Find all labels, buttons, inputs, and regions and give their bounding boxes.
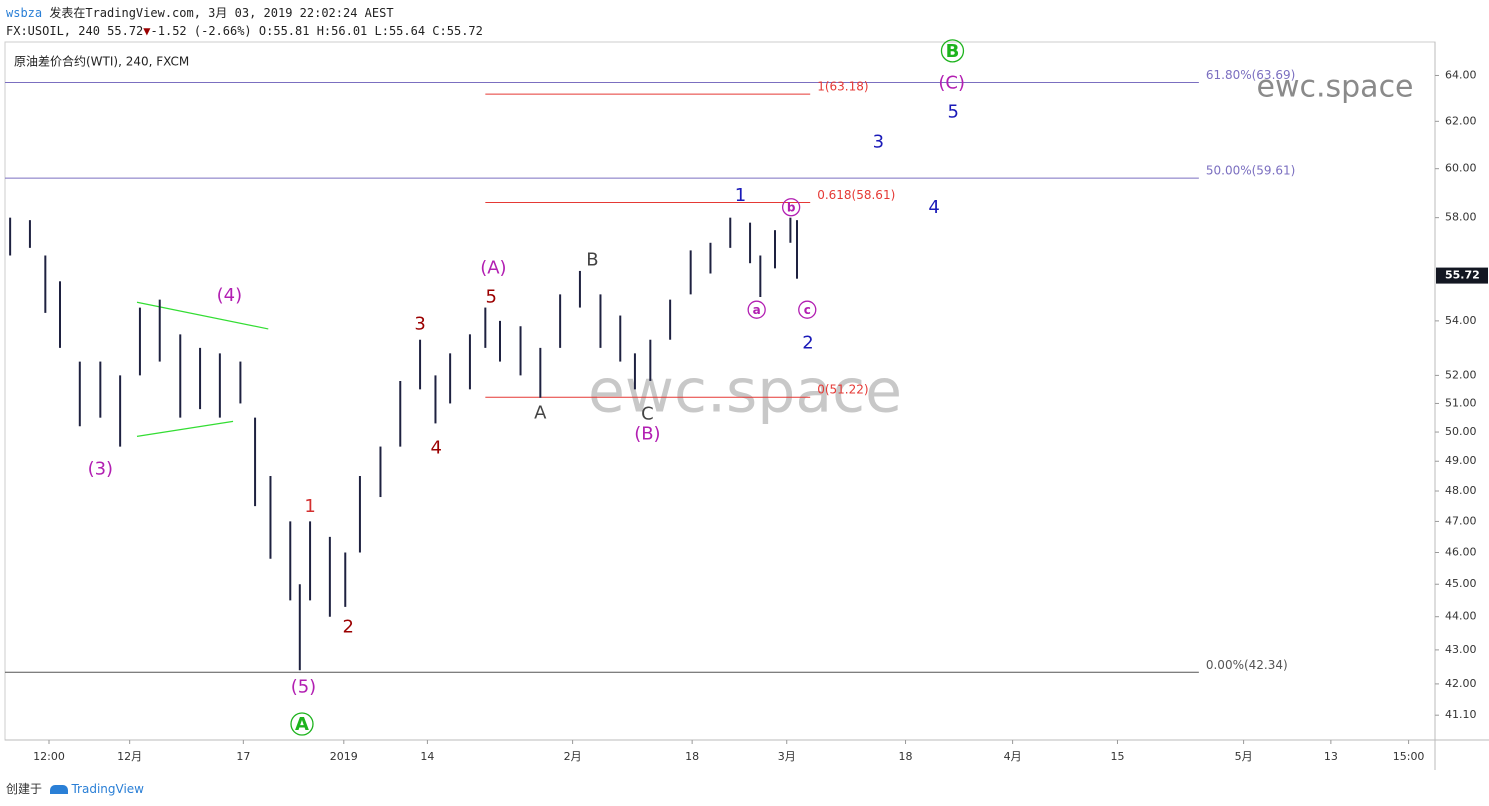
price: 55.72 — [107, 24, 144, 38]
y-tick-label: 43.00 — [1445, 643, 1477, 656]
y-tick-label: 47.00 — [1445, 514, 1477, 527]
x-tick-label: 3月 — [778, 750, 796, 763]
last-price-label: 55.72 — [1445, 269, 1480, 282]
x-tick-label: 2019 — [330, 750, 358, 763]
wave-label: a — [753, 303, 761, 317]
header-line: FX:USOIL, 240 55.72▼-1.52 (-2.66%) O:55.… — [6, 22, 483, 40]
level-label: 0.618(58.61) — [817, 188, 895, 202]
level-label: 1(63.18) — [817, 80, 868, 94]
level-label: 0(51.22) — [817, 383, 868, 397]
y-tick-label: 49.00 — [1445, 454, 1477, 467]
wave-label: 2 — [802, 333, 813, 354]
brand: TradingView — [71, 782, 144, 796]
x-tick-label: 18 — [685, 750, 699, 763]
wave-label: 3 — [414, 314, 425, 335]
x-tick-label: 17 — [236, 750, 250, 763]
y-tick-label: 64.00 — [1445, 68, 1477, 81]
wave-label: (5) — [291, 676, 317, 697]
created: 创建于 — [6, 782, 43, 796]
level-label: 61.80%(63.69) — [1206, 68, 1295, 82]
footer: 创建于 TradingView — [6, 780, 144, 797]
wave-label: (4) — [217, 285, 243, 306]
y-tick-label: 62.00 — [1445, 114, 1477, 127]
wave-label: B — [946, 41, 960, 62]
y-tick-label: 50.00 — [1445, 425, 1477, 438]
level-label: 50.00%(59.61) — [1206, 164, 1295, 178]
x-tick-label: 4月 — [1004, 750, 1022, 763]
author: wsbza — [6, 6, 43, 20]
logo — [49, 785, 68, 794]
watermark: ewc.space — [588, 357, 902, 427]
chart: 原油差价合约(WTI), 240, FXCM ewc.space ewc.spac… — [4, 39, 1489, 770]
y-tick-label: 42.00 — [1445, 677, 1477, 690]
wave-label: (3) — [88, 458, 114, 479]
annotation-circle — [940, 39, 965, 63]
y-tick-label: 58.00 — [1445, 211, 1477, 224]
x-tick-label: 12:00 — [33, 750, 65, 763]
x-tick-label: 12月 — [117, 750, 142, 763]
y-tick-label: 52.00 — [1445, 368, 1477, 381]
wave-label: c — [804, 303, 811, 317]
level-label: 0.00%(42.34) — [1206, 658, 1288, 672]
wave-label: (A) — [480, 258, 506, 279]
wave-label: 3 — [873, 131, 884, 152]
change: -1.52 (-2.66%) — [150, 24, 252, 38]
wave-label: 5 — [485, 286, 496, 307]
wave-label: (C) — [938, 72, 965, 93]
header: wsbza 发表在TradingView.com, 3月 03, 2019 22… — [6, 4, 483, 40]
wave-label: 5 — [947, 101, 958, 122]
annotation-circle — [798, 300, 817, 319]
ohlc: O:55.81 H:56.01 L:55.64 C:55.72 — [258, 24, 483, 38]
wave-label: b — [787, 201, 796, 215]
x-tick-label: 15 — [1110, 750, 1124, 763]
wave-label: 4 — [430, 437, 441, 458]
wave-label: 1 — [735, 185, 746, 206]
symbol: FX:USOIL, 240 — [6, 24, 100, 38]
annotation-circle — [290, 712, 314, 736]
annotation-circle — [781, 198, 801, 217]
y-tick-label: 60.00 — [1445, 162, 1477, 175]
y-tick-label: 41.10 — [1445, 708, 1477, 721]
watermark: ewc.space — [1256, 70, 1413, 105]
wave-label: B — [586, 249, 598, 270]
y-tick-label: 45.00 — [1445, 577, 1477, 590]
y-tick-label: 46.00 — [1445, 545, 1477, 558]
y-tick-label: 48.00 — [1445, 484, 1477, 497]
wave-label: (B) — [634, 423, 660, 444]
x-tick-label: 14 — [420, 750, 434, 763]
wave-label: A — [534, 403, 547, 424]
x-tick-label: 2月 — [564, 750, 582, 763]
published: 发表在TradingView.com, 3月 03, 2019 22:02:24… — [49, 6, 394, 20]
wave-label: 1 — [304, 496, 315, 517]
annotation-circle — [747, 300, 766, 319]
x-tick-label: 13 — [1324, 750, 1338, 763]
trendline — [136, 301, 269, 330]
header-line: wsbza 发表在TradingView.com, 3月 03, 2019 22… — [6, 4, 483, 22]
last-price-tag — [1436, 267, 1488, 284]
arrow: ▼ — [143, 24, 151, 38]
y-tick-label: 51.00 — [1445, 396, 1477, 409]
chart-title: 原油差价合约(WTI), 240, FXCM — [14, 54, 189, 69]
x-tick-label: 18 — [899, 750, 913, 763]
wave-label: C — [641, 404, 654, 425]
y-tick-label: 44.00 — [1445, 610, 1477, 623]
wave-label: 4 — [928, 197, 939, 218]
wave-label: A — [295, 714, 309, 735]
x-tick-label: 15:00 — [1393, 750, 1425, 763]
wave-label: 2 — [342, 616, 353, 637]
trendline — [136, 420, 234, 437]
y-tick-label: 54.00 — [1445, 314, 1477, 327]
x-tick-label: 5月 — [1235, 750, 1253, 763]
